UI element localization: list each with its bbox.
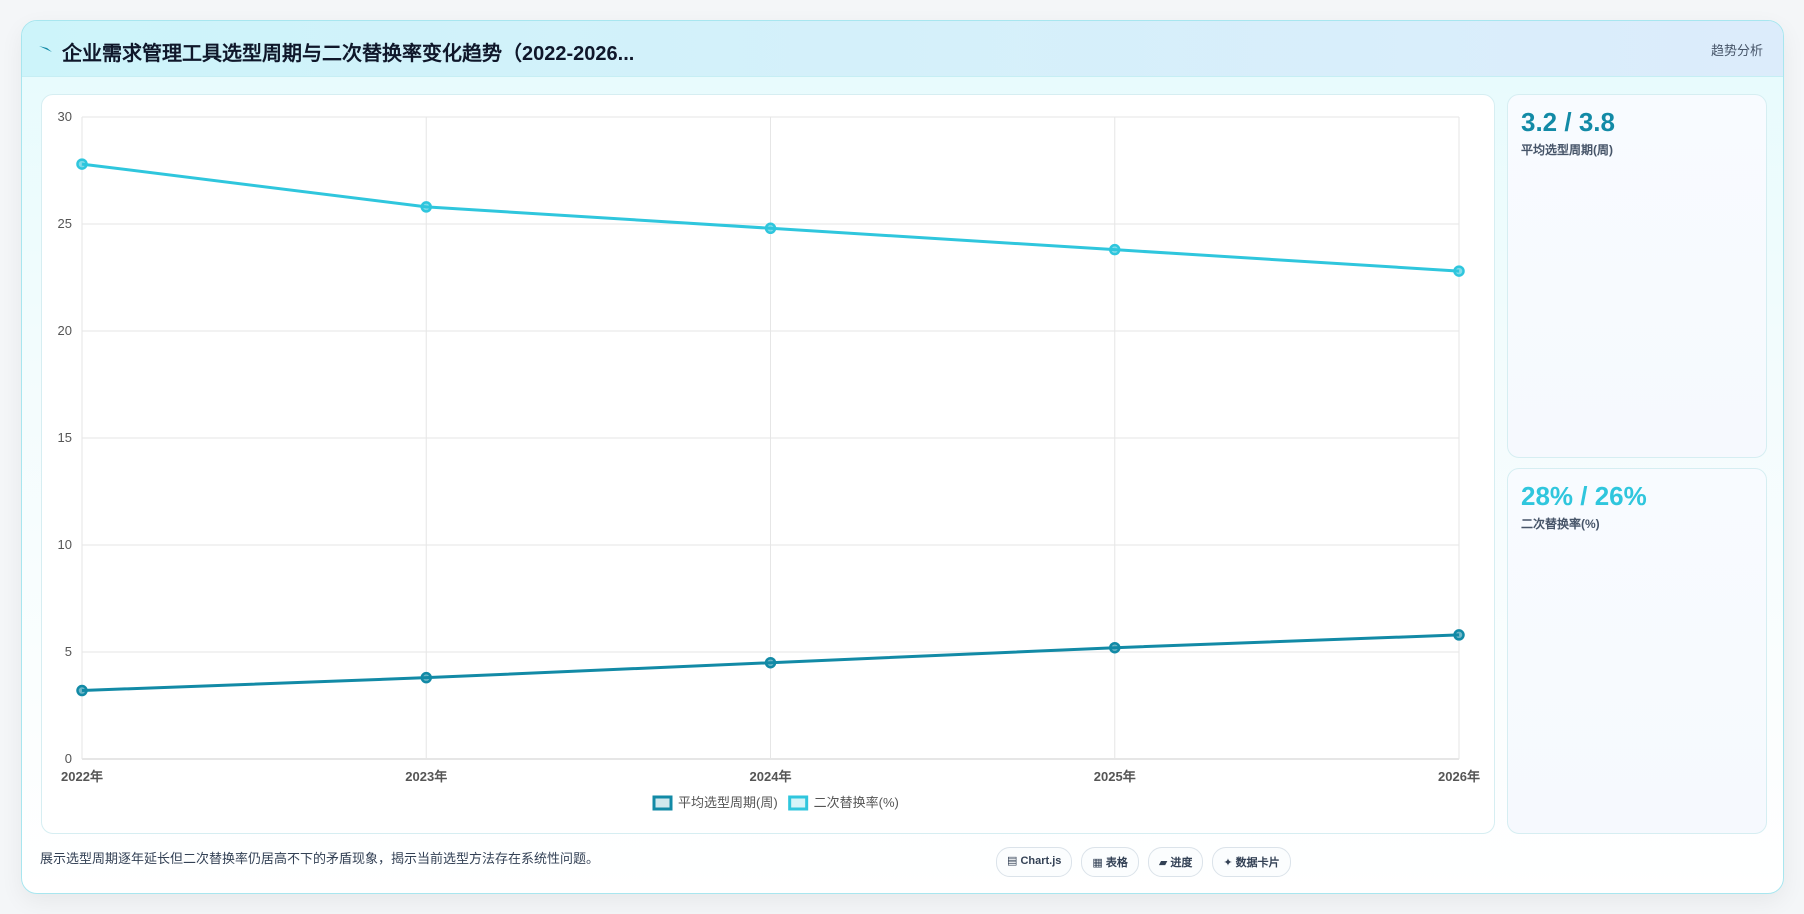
button[interactable]: ▰ 进度 [1147, 847, 1204, 877]
title: 企业需求管理工具选型周期与二次替换率变化趋势（2022-2026... [62, 43, 635, 65]
tag: 趋势分析 [1710, 43, 1763, 58]
x-tick-label: 2026年 [1438, 769, 1480, 784]
chart-panel: 0 5 10 15 20 25 30 2022年 2023年 2024年 2025年 2026年平均选… [41, 94, 1495, 834]
legend-swatch [652, 795, 673, 811]
stat-value: 28% / 26% [1521, 481, 1647, 511]
stat-label: 平均选型周期(周) [1521, 143, 1613, 157]
legend-swatch [788, 795, 809, 811]
button[interactable]: ✦ 数据卡片 [1212, 847, 1291, 877]
y-tick-label: 5 [65, 644, 72, 659]
button[interactable]: ▦ 表格 [1081, 847, 1139, 877]
stat-card: 28% / 26% 二次替换率(%) [1507, 468, 1767, 834]
chart: 0 5 10 15 20 25 30 2022年 2023年 2024年 2025年 2026年平均选… [58, 109, 1480, 811]
card: 企业需求管理工具选型周期与二次替换率变化趋势（2022-2026... 趋势分析… [21, 20, 1784, 894]
note: 展示选型周期逐年延长但二次替换率仍居高不下的矛盾现象，揭示当前选型方法存在系统性… [40, 851, 600, 866]
data-point [1453, 265, 1465, 277]
button[interactable]: ▤ Chart.js [996, 847, 1073, 877]
data-point [1109, 641, 1121, 654]
data-point [76, 158, 88, 170]
data-point [764, 656, 777, 669]
y-tick-label: 10 [58, 537, 72, 552]
data-point [1109, 243, 1121, 256]
data-point [420, 671, 432, 684]
header: 企业需求管理工具选型周期与二次替换率变化趋势（2022-2026... 趋势分析 [22, 21, 1783, 77]
stat-card: 3.2 / 3.8 平均选型周期(周) [1507, 94, 1767, 458]
x-tick-label: 2025年 [1094, 769, 1136, 784]
y-tick-label: 0 [65, 751, 72, 766]
y-tick-label: 25 [58, 216, 72, 231]
y-tick-label: 30 [58, 109, 72, 124]
x-tick-label: 2022年 [61, 769, 103, 784]
data-point [1453, 629, 1465, 641]
x-tick-label: 2023年 [405, 769, 447, 784]
y-tick-label: 15 [58, 430, 72, 445]
stat-value: 3.2 / 3.8 [1521, 107, 1615, 137]
stat-label: 二次替换率(%) [1521, 517, 1600, 531]
data-point [764, 222, 777, 235]
data-point [420, 201, 432, 213]
legend-label: 平均选型周期(周) [678, 795, 778, 810]
y-tick-label: 20 [58, 323, 72, 338]
button-row: ▤ Chart.js ▦ 表格 ▰ 进度 ✦ 数据卡片 [996, 847, 1291, 877]
data-point [76, 684, 88, 697]
x-tick-label: 2024年 [750, 769, 792, 784]
icon [39, 46, 52, 52]
legend-label: 二次替换率(%) [814, 795, 899, 810]
